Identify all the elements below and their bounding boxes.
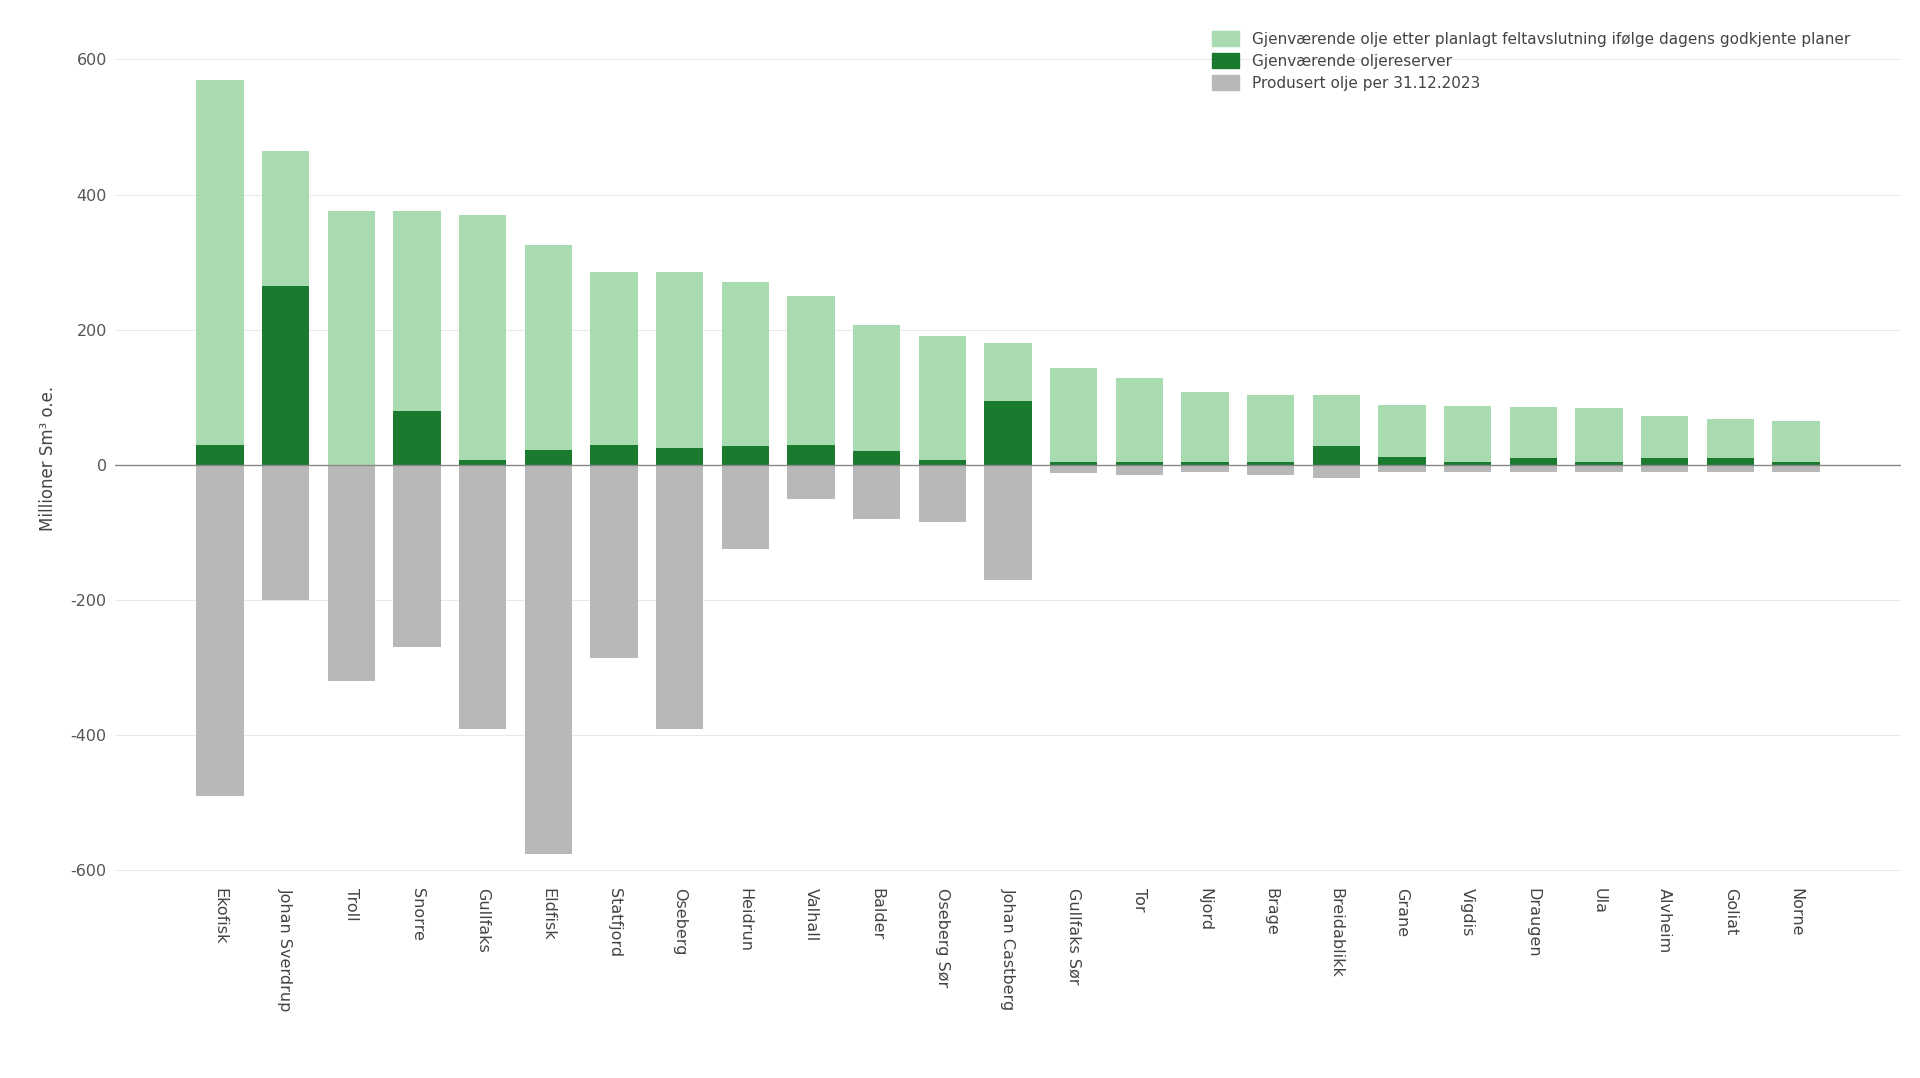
Bar xyxy=(524,450,572,465)
Bar xyxy=(394,411,442,465)
Bar xyxy=(459,215,507,465)
Bar xyxy=(589,444,637,465)
Bar xyxy=(1181,465,1229,472)
Bar xyxy=(589,273,637,465)
Bar xyxy=(459,459,507,465)
Bar xyxy=(657,273,703,465)
Y-axis label: Millioner Sm³ o.e.: Millioner Sm³ o.e. xyxy=(38,386,58,530)
Bar xyxy=(1574,461,1622,465)
Bar xyxy=(852,324,900,465)
Bar xyxy=(589,465,637,658)
Bar xyxy=(1181,392,1229,465)
Bar xyxy=(261,151,309,465)
Bar xyxy=(1116,378,1164,465)
Bar xyxy=(1379,465,1427,472)
Bar xyxy=(1116,465,1164,475)
Bar xyxy=(787,444,835,465)
Bar xyxy=(1574,465,1622,472)
Bar xyxy=(722,465,770,550)
Bar xyxy=(1246,465,1294,475)
Bar xyxy=(1707,419,1755,465)
Bar xyxy=(459,465,507,729)
Bar xyxy=(1379,405,1427,465)
Bar xyxy=(918,336,966,465)
Bar xyxy=(1642,416,1688,465)
Bar xyxy=(1574,409,1622,465)
Bar xyxy=(1707,458,1755,465)
Bar xyxy=(985,401,1031,465)
Bar xyxy=(657,448,703,465)
Bar xyxy=(852,465,900,519)
Bar xyxy=(1313,396,1359,465)
Bar xyxy=(1642,458,1688,465)
Bar xyxy=(524,246,572,465)
Legend: Gjenværende olje etter planlagt feltavslutning ifølge dagens godkjente planer, G: Gjenværende olje etter planlagt feltavsl… xyxy=(1204,23,1857,98)
Bar xyxy=(918,465,966,523)
Bar xyxy=(852,452,900,465)
Bar xyxy=(722,446,770,465)
Bar xyxy=(1772,465,1820,472)
Bar xyxy=(1772,421,1820,465)
Bar xyxy=(787,296,835,465)
Bar xyxy=(196,80,244,465)
Bar xyxy=(1509,406,1557,465)
Bar xyxy=(196,444,244,465)
Bar xyxy=(1246,396,1294,465)
Bar xyxy=(394,211,442,465)
Bar xyxy=(1772,461,1820,465)
Bar xyxy=(1444,406,1492,465)
Bar xyxy=(1050,465,1098,473)
Bar xyxy=(1509,458,1557,465)
Bar xyxy=(1444,461,1492,465)
Bar xyxy=(394,465,442,648)
Bar xyxy=(787,465,835,499)
Bar xyxy=(328,465,374,681)
Bar xyxy=(1313,465,1359,479)
Bar xyxy=(1116,461,1164,465)
Bar xyxy=(1181,461,1229,465)
Bar xyxy=(261,465,309,600)
Bar xyxy=(328,211,374,465)
Bar xyxy=(1642,465,1688,472)
Bar xyxy=(657,465,703,729)
Bar xyxy=(196,465,244,796)
Bar xyxy=(1050,461,1098,465)
Bar xyxy=(985,465,1031,580)
Bar xyxy=(1444,465,1492,472)
Bar xyxy=(918,459,966,465)
Bar xyxy=(1707,465,1755,472)
Bar xyxy=(1509,465,1557,472)
Bar xyxy=(261,286,309,465)
Bar xyxy=(524,465,572,854)
Bar xyxy=(1050,369,1098,465)
Bar xyxy=(1313,446,1359,465)
Bar xyxy=(722,282,770,465)
Bar xyxy=(1246,461,1294,465)
Bar xyxy=(985,343,1031,465)
Bar xyxy=(1379,457,1427,465)
